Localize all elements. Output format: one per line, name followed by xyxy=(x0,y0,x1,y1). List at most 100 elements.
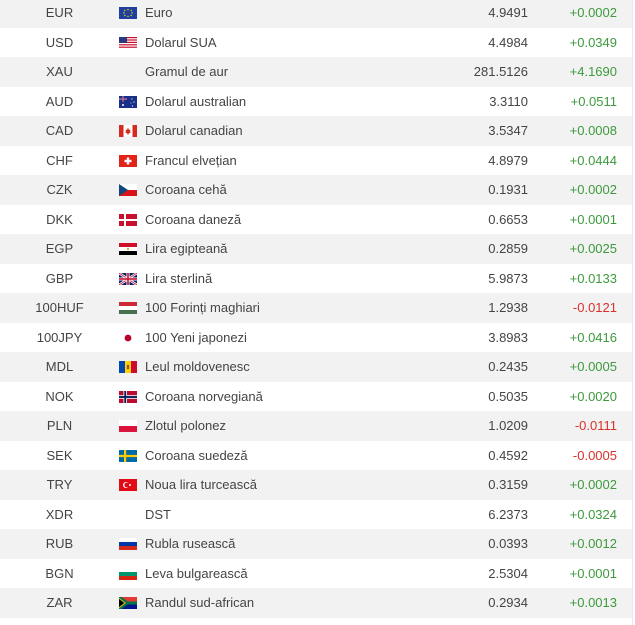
rate-change: +0.0511 xyxy=(570,93,617,109)
rate-change: +0.0020 xyxy=(569,388,617,404)
rate-change: +0.0025 xyxy=(569,241,617,256)
table-row: CAD Dolarul canadian 3.5347 +0.0008 xyxy=(0,116,632,146)
table-row: PLN Zlotul polonez 1.0209 -0.0111 xyxy=(0,411,632,441)
currency-name: DST xyxy=(145,506,171,522)
currency-code: 100HUF xyxy=(35,300,84,315)
eu-flag-icon xyxy=(119,7,137,19)
hu-flag-icon xyxy=(119,302,137,314)
currency-name: Lira egipteană xyxy=(145,241,228,256)
table-row: SEK Coroana suedeză 0.4592 -0.0005 xyxy=(0,440,632,470)
currency-code: EGP xyxy=(45,241,74,256)
rate-change: -0.0005 xyxy=(572,447,617,463)
table-row: EGP Lira egipteană 0.2859 +0.0025 xyxy=(0,234,632,264)
exchange-rate: 0.6653 xyxy=(488,211,528,227)
currency-code: SEK xyxy=(46,447,73,463)
currency-code: RUB xyxy=(45,536,74,551)
currency-code: 100JPY xyxy=(36,329,83,345)
no-flag-icon xyxy=(119,390,137,403)
exchange-rate: 0.4592 xyxy=(488,447,528,463)
table-row: 100HUF 100 Forinți maghiari 1.2938 -0.0121 xyxy=(0,293,632,323)
table-row: XDR DST 6.2373 +0.0324 xyxy=(0,499,632,529)
rate-change: +0.0416 xyxy=(569,329,617,345)
currency-name: Euro xyxy=(145,5,173,20)
currency-name: 100 Yeni japonezi xyxy=(145,329,247,345)
currency-name: Coroana norvegiană xyxy=(145,388,263,404)
exchange-rate: 0.2435 xyxy=(488,359,528,374)
rate-change: +4.1690 xyxy=(569,64,617,79)
exchange-rate: 1.2938 xyxy=(488,300,528,315)
table-row: 100JPY 100 Yeni japonezi 3.8983 +0.0416 xyxy=(0,322,632,352)
currency-code: ZAR xyxy=(46,595,73,610)
currency-code: GBP xyxy=(45,270,74,286)
se-flag-icon xyxy=(119,449,137,462)
currency-code: USD xyxy=(45,34,74,50)
currency-name: Randul sud-african xyxy=(145,595,255,610)
rate-change: +0.0013 xyxy=(569,595,617,610)
currency-code: XDR xyxy=(45,506,74,522)
rate-change: +0.0349 xyxy=(569,34,617,50)
currency-code: DKK xyxy=(46,211,73,227)
ch-flag-icon xyxy=(119,154,137,167)
currency-code: NOK xyxy=(45,388,74,404)
exchange-rate: 4.8979 xyxy=(488,152,528,168)
currency-name: Coroana daneză xyxy=(145,211,242,227)
currency-code: MDL xyxy=(45,359,74,374)
exchange-rate: 3.8983 xyxy=(488,329,528,345)
table-row: GBP Lira sterlină 5.9873 +0.0133 xyxy=(0,263,632,293)
exchange-rate: 4.9491 xyxy=(488,5,528,20)
eg-flag-icon xyxy=(119,243,137,255)
currency-code: TRY xyxy=(46,477,73,492)
table-row: EUR Euro 4.9491 +0.0002 xyxy=(0,0,632,28)
table-row: BGN Leva bulgarească 2.5304 +0.0001 xyxy=(0,558,632,588)
currency-name: Dolarul australian xyxy=(145,93,247,109)
currency-name: Leva bulgarească xyxy=(145,565,248,581)
rate-change: +0.0001 xyxy=(569,211,617,227)
currency-name: Lira sterlină xyxy=(145,270,213,286)
au-flag-icon xyxy=(119,95,137,108)
rate-change: +0.0133 xyxy=(569,270,617,286)
gb-flag-icon xyxy=(119,272,137,285)
md-flag-icon xyxy=(119,361,137,373)
table-row: MDL Leul moldovenesc 0.2435 +0.0005 xyxy=(0,352,632,382)
currency-name: Gramul de aur xyxy=(145,64,229,79)
exchange-rate: 3.5347 xyxy=(488,123,528,138)
currency-code: AUD xyxy=(45,93,74,109)
currency-code: XAU xyxy=(46,64,73,79)
currency-code: EUR xyxy=(45,5,74,20)
currency-name: Dolarul SUA xyxy=(145,34,217,50)
exchange-rate: 3.3110 xyxy=(489,93,528,109)
ca-flag-icon xyxy=(119,125,137,137)
exchange-rate: 4.4984 xyxy=(488,34,528,50)
currency-code: BGN xyxy=(45,565,74,581)
us-flag-icon xyxy=(119,36,137,49)
ru-flag-icon xyxy=(119,538,137,550)
exchange-rate: 281.5126 xyxy=(473,64,528,79)
rate-change: +0.0002 xyxy=(569,182,617,197)
tr-flag-icon xyxy=(119,479,137,491)
exchange-rate: 0.2934 xyxy=(488,595,528,610)
currency-name: 100 Forinți maghiari xyxy=(145,300,260,315)
rate-change: +0.0005 xyxy=(569,359,617,374)
rate-change: +0.0008 xyxy=(569,123,617,138)
currency-name: Leul moldovenesc xyxy=(145,359,250,374)
exchange-rate: 0.5035 xyxy=(488,388,528,404)
table-row: AUD Dolarul australian 3.3110 +0.0511 xyxy=(0,86,632,116)
currency-name: Coroana suedeză xyxy=(145,447,248,463)
rate-change: +0.0324 xyxy=(569,506,617,522)
pl-flag-icon xyxy=(119,420,137,432)
rate-change: +0.0444 xyxy=(569,152,617,168)
rate-change: +0.0012 xyxy=(569,536,617,551)
exchange-rate: 2.5304 xyxy=(488,565,528,581)
currency-code: PLN xyxy=(46,418,73,433)
bg-flag-icon xyxy=(119,567,137,580)
currency-code: CHF xyxy=(46,152,73,168)
exchange-rate: 1.0209 xyxy=(488,418,528,433)
table-row: TRY Noua lira turcească 0.3159 +0.0002 xyxy=(0,470,632,500)
rate-change: -0.0121 xyxy=(572,300,617,315)
exchange-rate: 0.1931 xyxy=(488,182,528,197)
currency-name: Francul elvețian xyxy=(145,152,237,168)
rate-change: +0.0002 xyxy=(569,5,617,20)
currency-name: Zlotul polonez xyxy=(145,418,226,433)
currency-name: Rubla rusească xyxy=(145,536,236,551)
